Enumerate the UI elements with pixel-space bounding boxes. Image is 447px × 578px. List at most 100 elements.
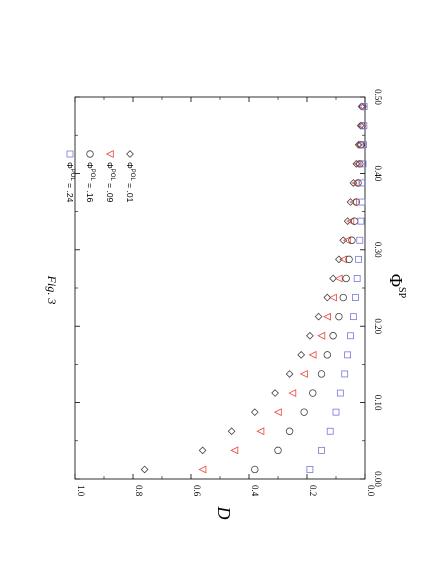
data-point-square	[349, 313, 357, 321]
data-point-square	[306, 466, 314, 473]
data-point-circle	[345, 255, 353, 264]
data-point-triangle	[334, 274, 343, 283]
data-point-square	[356, 236, 364, 244]
data-point-square	[318, 446, 325, 454]
data-point-circle	[354, 179, 362, 187]
plot-frame	[74, 96, 366, 480]
x-tick-label: 0.20	[373, 318, 383, 334]
x-tick-label: 0.10	[373, 395, 383, 411]
x-tick-label: 0.50	[373, 89, 383, 105]
data-point-square	[360, 122, 368, 130]
data-point-square	[355, 255, 363, 263]
data-point-triangle	[256, 427, 265, 436]
legend-label: ΦPOL = .09	[105, 162, 115, 203]
data-point-square	[332, 408, 340, 416]
y-tick-label: 1.0	[76, 485, 86, 497]
data-point-circle	[251, 465, 259, 474]
legend-sup: POL	[109, 169, 115, 182]
data-point-circle	[285, 427, 294, 435]
data-point-circle	[339, 293, 347, 302]
legend-value: = .01	[125, 181, 135, 203]
data-point-triangle	[317, 331, 326, 340]
data-point-diamond	[349, 179, 358, 187]
data-point-triangle	[339, 255, 347, 264]
y-tick-label: 0.8	[134, 485, 144, 497]
data-point-circle	[342, 274, 350, 283]
data-point-diamond	[329, 274, 337, 283]
y-tick-label: 0.2	[308, 485, 318, 496]
data-point-circle	[309, 389, 317, 397]
data-point-circle	[274, 446, 282, 455]
legend-marker-circle	[86, 150, 94, 158]
data-point-triangle	[288, 389, 297, 397]
legend-marker-triangle	[105, 150, 114, 158]
data-point-circle	[300, 408, 308, 416]
svg-text:ΦSP: ΦSP	[386, 274, 407, 299]
y-axis-title: D	[214, 506, 234, 520]
legend-sup: POL	[129, 169, 135, 182]
y-tick-label: 0.4	[250, 485, 260, 497]
data-point-circle	[352, 198, 360, 206]
legend-label: ΦPOL = .01	[125, 162, 135, 203]
data-point-square	[358, 198, 366, 206]
data-point-diamond	[140, 465, 149, 474]
y-tick-label: 0.0	[366, 485, 376, 497]
data-point-square	[353, 275, 361, 282]
data-markers	[140, 102, 368, 474]
legend-label: ΦPOL = .24	[65, 162, 75, 203]
figure-label: Fig. 3	[45, 275, 59, 305]
legend-sup: POL	[89, 169, 95, 182]
axis-ticks	[74, 96, 366, 480]
data-point-triangle	[230, 446, 239, 455]
data-point-square	[344, 351, 352, 359]
legend-symbol: Φ	[125, 162, 135, 169]
data-point-triangle	[323, 312, 332, 321]
legend-label: ΦPOL = .16	[85, 162, 95, 203]
legend-sup: POL	[69, 169, 75, 182]
data-point-circle	[329, 332, 337, 340]
data-point-diamond	[227, 427, 236, 436]
x-axis-title-sup: SP	[396, 287, 407, 299]
data-point-diamond	[271, 389, 279, 397]
data-point-triangle	[308, 350, 317, 359]
data-point-circle	[348, 236, 356, 244]
data-point-square	[360, 141, 367, 149]
data-point-triangle	[299, 370, 308, 378]
data-point-square	[336, 389, 344, 397]
legend-value: = .16	[85, 181, 95, 203]
data-point-triangle	[355, 140, 364, 149]
x-tick-label: 0.30	[373, 242, 383, 258]
x-axis-title-symbol: Φ	[386, 274, 406, 287]
x-tick-label: 0.40	[373, 166, 383, 182]
legend-symbol: Φ	[105, 162, 115, 169]
data-point-square	[352, 294, 359, 301]
data-point-circle	[323, 351, 331, 359]
x-tick-label: 0.00	[373, 471, 383, 487]
data-point-diamond	[250, 408, 259, 417]
data-point-square	[360, 103, 368, 110]
data-point-diamond	[297, 350, 306, 359]
data-point-diamond	[352, 159, 361, 168]
x-axis-title: ΦSP	[386, 274, 407, 299]
data-point-diamond	[323, 293, 332, 302]
data-point-circle	[350, 217, 359, 225]
data-point-circle	[335, 312, 343, 321]
data-point-diamond	[306, 331, 314, 340]
legend-value: = .24	[65, 181, 75, 203]
legend-marker-square	[66, 150, 74, 158]
data-point-square	[358, 179, 366, 187]
legend-symbol: Φ	[85, 162, 95, 169]
data-point-triangle	[342, 236, 351, 245]
data-point-diamond	[285, 370, 294, 378]
legend-symbol: Φ	[65, 162, 75, 169]
data-point-triangle	[353, 159, 362, 168]
data-point-diamond	[198, 446, 207, 455]
data-point-circle	[317, 370, 326, 378]
data-point-square	[326, 427, 334, 435]
data-point-square	[357, 217, 365, 225]
data-point-triangle	[328, 293, 337, 302]
y-tick-label: 0.6	[192, 485, 202, 497]
data-point-triangle	[357, 102, 366, 111]
